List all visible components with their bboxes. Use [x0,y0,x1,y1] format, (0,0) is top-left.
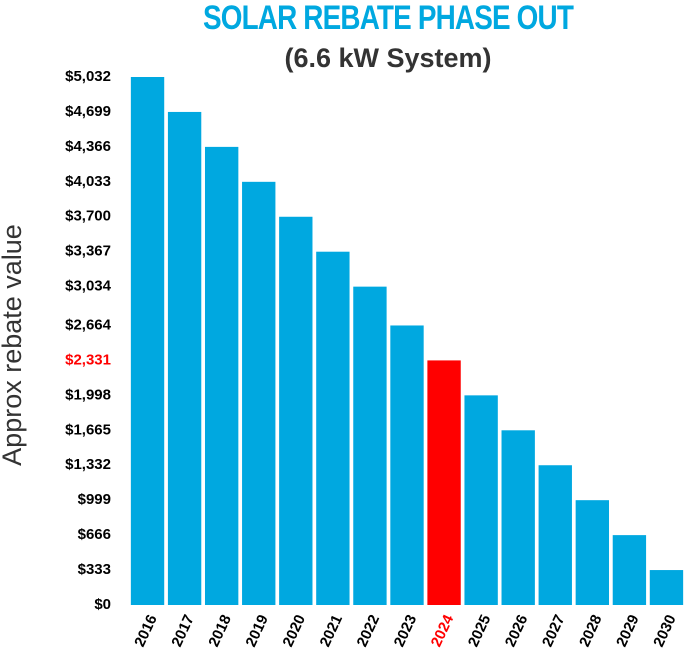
x-tick-label: 2022 [354,612,384,649]
y-tick-label: $2,664 [65,316,112,333]
bar [501,430,535,605]
y-tick-label: $3,700 [65,208,111,225]
bar [538,465,572,605]
x-tick-label: 2028 [576,612,606,649]
x-tick-label: 2017 [168,612,198,649]
x-tick-label: 2024 [428,612,458,650]
bar [612,535,647,605]
y-tick-label: $333 [78,561,111,578]
x-tick-label: 2016 [131,612,161,649]
bar [575,500,610,605]
y-tick-label: $4,033 [65,173,111,190]
y-tick-label: $666 [78,526,111,543]
x-tick-label: 2025 [465,612,495,649]
y-tick-label: $3,367 [65,243,111,260]
x-tick-label: 2019 [242,612,272,649]
y-tick-label: $1,665 [65,421,111,438]
y-tick-label: $999 [78,491,111,508]
x-tick-label: 2021 [317,612,347,649]
bar [649,570,684,605]
chart-title: SOLAR REBATE PHASE OUT [203,0,574,37]
bar [427,360,461,605]
x-tick-label: 2026 [502,612,532,649]
y-tick-label: $0 [94,596,111,613]
x-tick-label: 2018 [205,612,235,649]
y-tick-label: $1,332 [65,456,111,473]
y-tick-label: $3,034 [65,278,112,295]
bar [464,395,498,605]
x-tick-label: 2027 [539,612,569,649]
bar [353,286,387,605]
x-tick-label: 2023 [391,612,421,649]
bar [316,251,350,606]
bar [242,181,276,605]
y-tick-label: $4,699 [65,103,111,120]
bar [279,216,313,605]
x-tick-label: 2029 [613,612,643,649]
y-tick-label: $4,366 [65,138,111,155]
bar [130,77,165,605]
bar [390,325,424,605]
x-tick-label: 2020 [280,612,310,649]
bar [204,146,239,605]
y-axis-label: Approx rebate value [0,224,27,466]
y-tick-label: $5,032 [65,68,111,85]
y-tick-label: $1,998 [65,386,111,403]
y-tick-label: $2,331 [65,351,111,368]
x-tick-label: 2030 [650,612,680,649]
chart-subtitle: (6.6 kW System) [284,43,491,73]
bar [167,111,202,606]
